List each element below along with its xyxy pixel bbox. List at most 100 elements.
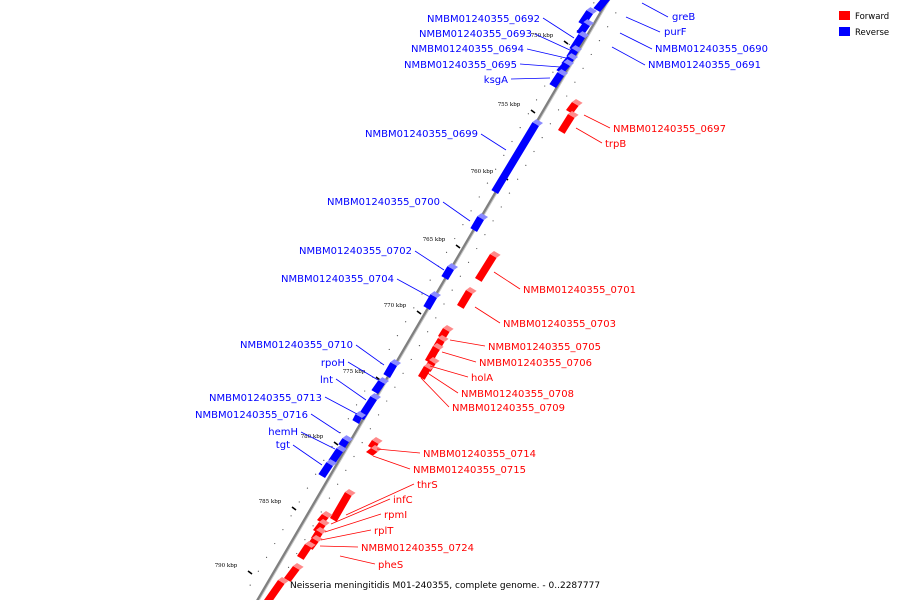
- tick-mark: [530, 109, 536, 114]
- map-caption: Neisseria meningitidis M01-240355, compl…: [290, 581, 600, 591]
- leader-greb: [641, 2, 669, 18]
- minor-tick: [508, 192, 511, 194]
- reverse-gene-block: [441, 266, 454, 280]
- minor-tick: [486, 182, 489, 184]
- reverse-gene-block: [470, 216, 484, 232]
- forward-gene-label-nmbm01240355-0705: NMBM01240355_0705: [488, 342, 601, 353]
- minor-tick: [517, 178, 519, 180]
- forward-gene-block: [297, 544, 312, 560]
- legend-reverse-label: Reverse: [855, 28, 889, 38]
- tick-label: 785 kbp: [259, 499, 282, 505]
- minor-tick: [582, 67, 584, 69]
- minor-tick: [331, 445, 333, 448]
- forward-gene-label-nmbm01240355-0724: NMBM01240355_0724: [361, 543, 474, 554]
- forward-gene-label-hola: holA: [471, 373, 493, 384]
- reverse-gene-label-nmbm01240355-0699: NMBM01240355_0699: [365, 129, 478, 140]
- minor-tick: [544, 85, 546, 87]
- minor-tick: [445, 251, 448, 254]
- gene-block-bevel: [571, 45, 582, 52]
- reverse-gene-block: [383, 362, 397, 378]
- minor-tick: [298, 501, 300, 503]
- leader-nmbm01240355-0716: [310, 413, 341, 434]
- gene-block-bevel: [429, 357, 440, 364]
- minor-tick: [369, 428, 371, 430]
- minor-tick: [347, 418, 349, 420]
- minor-tick: [533, 150, 535, 153]
- minor-tick: [337, 483, 339, 485]
- reverse-gene-label-nmbm01240355-0691: NMBM01240355_0691: [648, 60, 761, 71]
- gene-block-bevel: [312, 535, 323, 542]
- leader-nmbm01240355-0704: [396, 278, 431, 298]
- tick-label: 755 kbp: [498, 102, 521, 108]
- leader-ksga: [510, 77, 551, 80]
- forward-gene-block: [425, 346, 440, 364]
- leader-rplt: [320, 529, 372, 541]
- reverse-gene-label-rpoh: rpoH: [321, 358, 345, 369]
- forward-gene-block: [330, 492, 352, 522]
- reverse-gene-block: [318, 462, 333, 478]
- minor-tick: [249, 584, 251, 586]
- forward-gene-label-trpb: trpB: [605, 139, 626, 150]
- minor-tick: [320, 511, 322, 513]
- gene-block-bevel: [378, 377, 389, 384]
- reverse-gene-label-greb: greB: [672, 12, 695, 23]
- minor-tick: [312, 525, 314, 527]
- forward-gene-block: [264, 580, 285, 600]
- minor-tick: [615, 12, 617, 14]
- minor-tick: [296, 552, 298, 555]
- tick-mark: [333, 441, 339, 446]
- tick-mark: [416, 310, 422, 315]
- tick-label: 770 kbp: [384, 303, 407, 309]
- reverse-gene-label-nmbm01240355-0695: NMBM01240355_0695: [404, 60, 517, 71]
- reverse-gene-label-ksga: ksgA: [484, 75, 508, 86]
- reverse-gene-label-hemh: hemH: [268, 427, 298, 438]
- minor-tick: [470, 210, 472, 212]
- leader-nmbm01240355-0715: [372, 455, 411, 470]
- minor-tick: [541, 137, 543, 139]
- gene-block-bevel: [557, 69, 568, 76]
- forward-gene-block: [558, 114, 575, 134]
- leader-lnt: [335, 378, 367, 401]
- reverse-gene-label-nmbm01240355-0692: NMBM01240355_0692: [427, 14, 540, 25]
- minor-tick: [353, 455, 355, 458]
- minor-tick: [429, 279, 431, 281]
- minor-tick: [598, 39, 601, 42]
- leader-phes: [339, 555, 376, 565]
- label-leaders: [292, 2, 669, 565]
- minor-tick: [476, 247, 478, 250]
- minor-tick: [386, 400, 388, 402]
- gene-block-bevel: [371, 445, 382, 452]
- leader-nmbm01240355-0714: [376, 448, 421, 454]
- gene-block-bevel: [390, 359, 401, 366]
- tick-label: 750 kbp: [531, 33, 554, 39]
- reverse-gene-label-nmbm01240355-0693: NMBM01240355_0693: [419, 29, 532, 40]
- minor-tick: [361, 442, 363, 444]
- minor-tick: [607, 26, 609, 28]
- reverse-gene-label-nmbm01240355-0694: NMBM01240355_0694: [411, 44, 524, 55]
- leader-thrs: [345, 483, 415, 516]
- forward-gene-block: [457, 290, 473, 309]
- minor-tick: [355, 404, 358, 406]
- leader-rpoh: [347, 361, 379, 381]
- gene-block-bevel: [438, 335, 449, 342]
- leader-nmbm01240355-0691: [611, 46, 646, 66]
- minor-tick: [511, 140, 513, 143]
- minor-tick: [467, 261, 470, 264]
- reverse-gene-block: [593, 0, 610, 12]
- reverse-gene-label-nmbm01240355-0700: NMBM01240355_0700: [327, 197, 440, 208]
- leader-nmbm01240355-0709: [420, 377, 450, 408]
- scale-ticks: 750 kbp 755 kbp 760 kbp 765 kbp 770 kbp 775 k…: [215, 2, 617, 596]
- gene-block-bevel: [355, 411, 366, 418]
- gene-block-bevel: [372, 437, 383, 444]
- minor-tick: [503, 154, 505, 156]
- minor-tick: [525, 164, 527, 166]
- forward-gene-label-nmbm01240355-0715: NMBM01240355_0715: [413, 465, 526, 476]
- gene-block-bevel: [586, 7, 597, 14]
- leader-nmbm01240355-0713: [324, 396, 358, 415]
- minor-tick: [377, 414, 380, 416]
- tick-mark: [291, 506, 297, 511]
- forward-gene-block: [566, 102, 579, 114]
- minor-tick: [315, 473, 317, 475]
- tick-label: 780 kbp: [301, 434, 324, 440]
- minor-tick: [462, 224, 464, 226]
